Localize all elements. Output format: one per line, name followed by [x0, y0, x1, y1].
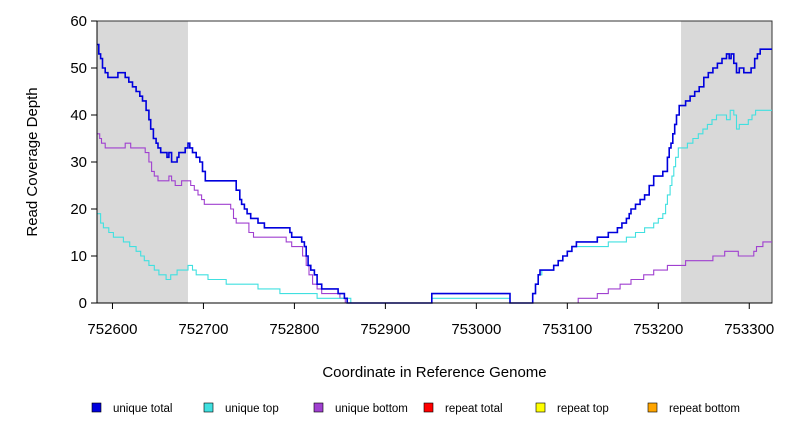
x-tick-label: 753100	[542, 321, 592, 338]
legend-swatch-unique-total	[91, 402, 102, 413]
y-axis-title: Read Coverage Depth	[24, 87, 41, 236]
x-tick-label: 752900	[360, 321, 410, 338]
legend-swatch-unique-top	[203, 402, 214, 413]
axes: 0 10 20 30 40 50 60 752600 752700 752800 752900 753…	[70, 13, 774, 338]
y-tick-label: 60	[70, 13, 87, 30]
x-tick-label: 752800	[269, 321, 319, 338]
x-tick-label: 752600	[87, 321, 137, 338]
legend-label-repeat-bottom: repeat bottom	[669, 403, 740, 415]
legend-label-unique-total: unique total	[113, 403, 172, 415]
x-tick-label: 753000	[451, 321, 501, 338]
x-tick-label: 752700	[178, 321, 228, 338]
x-axis-title: Coordinate in Reference Genome	[322, 364, 546, 381]
x-tick-label: 753200	[633, 321, 683, 338]
legend-swatch-repeat-total	[423, 402, 434, 413]
y-tick-label: 50	[70, 60, 87, 77]
y-tick-label: 20	[70, 201, 87, 218]
legend-label-unique-top: unique top	[225, 403, 279, 415]
x-tick-label: 753300	[724, 321, 774, 338]
legend-swatch-repeat-bottom	[647, 402, 658, 413]
legend-swatch-repeat-top	[535, 402, 546, 413]
shaded-region-2	[681, 21, 772, 303]
legend: unique total unique top unique bottom repea…	[91, 402, 740, 415]
legend-label-unique-bottom: unique bottom	[335, 403, 408, 415]
y-tick-label: 0	[79, 295, 87, 312]
y-tick-label: 10	[70, 248, 87, 265]
legend-label-repeat-total: repeat total	[445, 403, 503, 415]
legend-label-repeat-top: repeat top	[557, 403, 609, 415]
y-tick-label: 30	[70, 154, 87, 171]
series-line-unique-bottom	[97, 133, 772, 304]
y-tick-label: 40	[70, 107, 87, 124]
legend-swatch-unique-bottom	[313, 402, 324, 413]
